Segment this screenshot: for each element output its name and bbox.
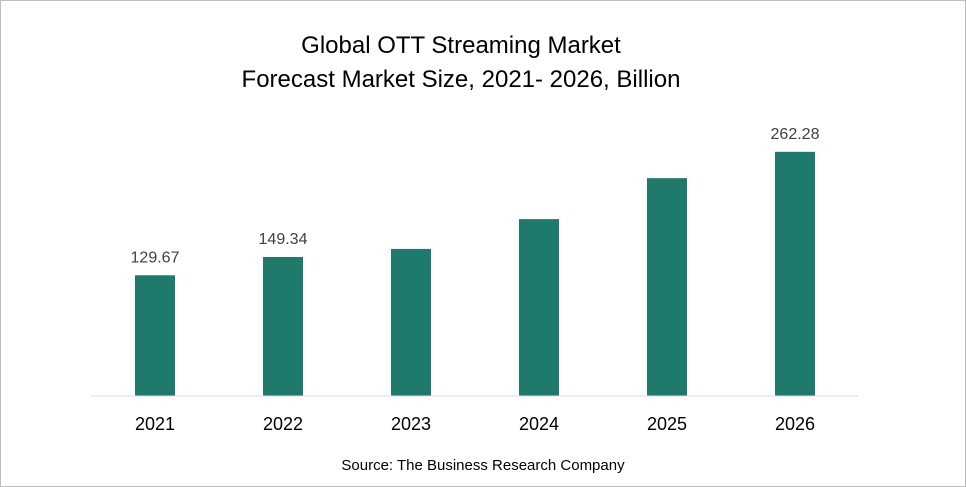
data-labels-group: 129.67 149.34 262.28 [131,126,820,266]
x-tick-2025: 2025 [647,414,687,434]
x-tick-2021: 2021 [135,414,175,434]
x-tick-2023: 2023 [391,414,431,434]
bar-2022 [263,256,303,396]
x-tick-2026: 2026 [775,414,815,434]
bar-2023 [391,248,431,396]
bars-group [135,151,815,396]
x-tick-labels-group: 2021 2022 2023 2024 2025 2026 [135,414,815,434]
chart-title: Global OTT Streaming Market [301,32,621,59]
bar-2024 [519,219,559,396]
bar-2026 [775,151,815,396]
chart-subtitle: Forecast Market Size, 2021- 2026, Billio… [242,66,681,93]
x-tick-2022: 2022 [263,414,303,434]
source-note: Source: The Business Research Company [341,457,625,474]
x-tick-2024: 2024 [519,414,559,434]
data-label-2026: 262.28 [771,126,820,143]
bar-2021 [135,275,175,396]
data-label-2021: 129.67 [131,249,180,266]
data-label-2022: 149.34 [259,231,308,248]
bar-2025 [647,178,687,396]
